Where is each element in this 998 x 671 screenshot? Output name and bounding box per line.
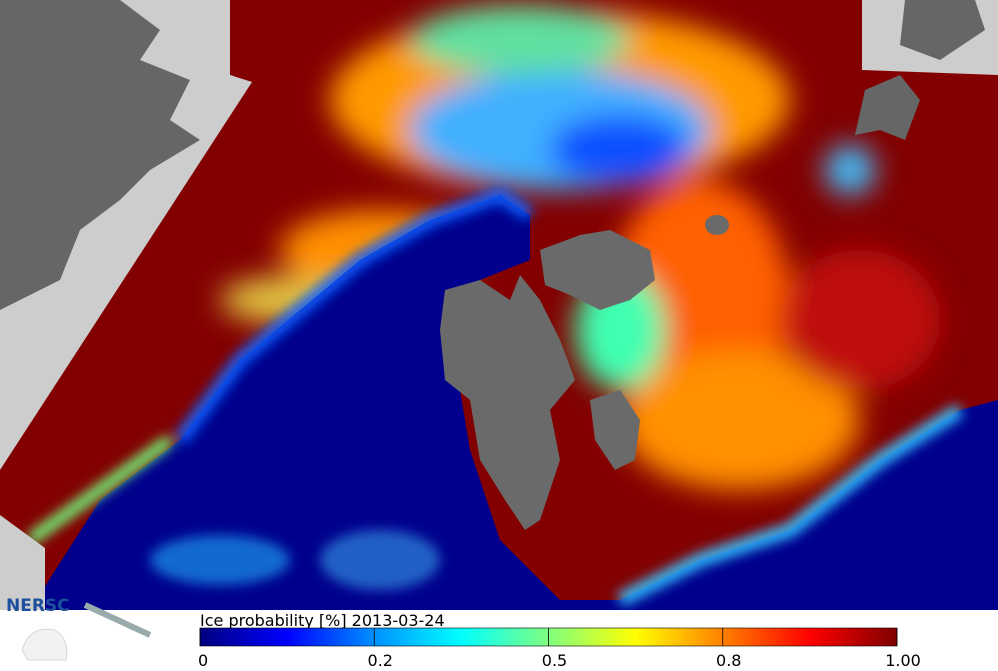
no-data	[0, 515, 45, 610]
logo-text: NERSC	[6, 596, 70, 616]
land	[855, 75, 920, 140]
colorbar-title: Ice probability [%] 2013-03-24	[200, 611, 445, 630]
land	[440, 275, 575, 530]
colorbar-tick-label: 0.5	[542, 651, 567, 670]
colorbar-tick-label: 0.8	[716, 651, 741, 670]
logo-satellite	[83, 602, 152, 638]
ice-map	[0, 0, 998, 610]
land	[590, 390, 640, 470]
open-water	[30, 195, 998, 610]
water-edge	[26, 187, 964, 607]
colorbar-tick-label: 1.00	[885, 651, 921, 670]
land	[705, 215, 729, 235]
logo: NERSC	[6, 596, 152, 661]
logo-bear	[21, 628, 68, 661]
colorbar-tick-label: 0	[198, 651, 208, 670]
land	[900, 0, 985, 60]
colorbar: 0 0.2 0.5 0.8 1.00	[198, 627, 921, 670]
land	[0, 0, 200, 310]
land	[540, 230, 655, 310]
colorbar-tick-label: 0.2	[368, 651, 393, 670]
